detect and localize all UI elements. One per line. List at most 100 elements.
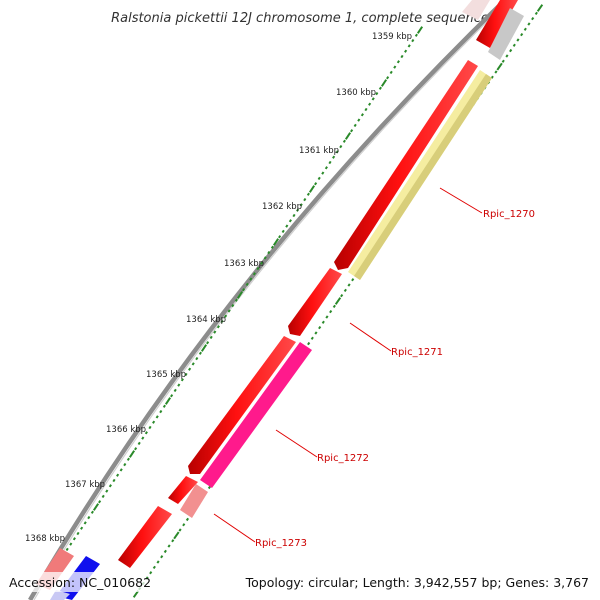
scale-tick-minor: [245, 282, 249, 287]
scale-tick-minor: [137, 441, 141, 446]
scale-tick-minor: [167, 544, 171, 548]
gene-label-rpic-1273[interactable]: Rpic_1273: [255, 538, 307, 549]
scale-tick-minor: [351, 278, 355, 282]
scale-tick-minor: [182, 523, 186, 527]
scale-tick-major: [536, 4, 544, 12]
scale-tick-minor: [207, 485, 212, 490]
scale-tick-minor: [329, 310, 333, 314]
scale-tick-minor: [375, 91, 379, 96]
scale-tick-minor: [281, 229, 285, 234]
scale-tick-minor: [396, 60, 400, 64]
scale-tick-minor: [105, 489, 109, 493]
scale-tick-minor: [162, 404, 166, 408]
tick-label: 1361 kbp: [299, 146, 339, 156]
scale-tick-minor: [145, 576, 149, 580]
footer-accession-bg: [4, 572, 146, 592]
scale-tick-minor: [178, 528, 182, 532]
tick-label: 1362 kbp: [262, 202, 302, 212]
cds-feature-top-faint[interactable]: [462, 0, 490, 20]
scale-tick-minor: [400, 54, 404, 59]
scale-tick-minor: [342, 139, 346, 143]
scale-tick-minor: [195, 356, 199, 361]
gene-rpic-1272[interactable]: [200, 342, 312, 488]
cds-feature[interactable]: [118, 506, 172, 568]
scale-tick-minor: [494, 70, 498, 74]
scale-tick-minor: [123, 462, 127, 467]
scale-tick-minor: [292, 213, 296, 218]
accession-text: Accession: NC_010682: [9, 575, 151, 590]
scale-tick-minor: [353, 123, 357, 128]
scale-tick-minor: [263, 256, 267, 260]
backbone-circle-highlight: [33, 0, 510, 600]
scale-tick-minor: [314, 331, 318, 335]
scale-tick-major: [200, 344, 208, 352]
gene-label-rpic-1271[interactable]: Rpic_1271: [391, 347, 443, 358]
scale-tick-minor: [350, 129, 354, 133]
leader-line-rpic-1272: [275, 429, 318, 458]
scale-tick-minor: [180, 378, 184, 382]
scale-tick-minor: [321, 320, 325, 324]
map-summary-text: Topology: circular; Length: 3,942,557 bp…: [245, 575, 589, 590]
scale-tick-minor: [185, 517, 190, 522]
scale-tick-minor: [213, 330, 217, 334]
scale-tick-minor: [216, 325, 220, 329]
scale-tick-minor: [156, 560, 160, 564]
scale-tick-minor: [76, 531, 80, 536]
scale-tick-minor: [144, 431, 148, 435]
scale-tick-minor: [310, 336, 314, 340]
scale-tick-minor: [252, 272, 256, 276]
scale-tick-minor: [371, 97, 375, 101]
cds-feature-top[interactable]: [476, 0, 518, 48]
scale-tick-major: [128, 450, 136, 458]
scale-tick-minor: [347, 283, 351, 287]
cds-feature[interactable]: [288, 268, 342, 336]
scale-tick-major: [344, 132, 352, 140]
scale-tick-minor: [171, 539, 175, 543]
scale-tick-minor: [414, 33, 418, 37]
scale-tick-minor: [270, 245, 274, 249]
cds-feature-top-gray[interactable]: [488, 8, 524, 60]
scale-tick-minor: [101, 494, 105, 499]
scale-tick-minor: [267, 250, 271, 255]
scale-tick-minor: [386, 76, 390, 80]
tick-label: 1368 kbp: [25, 534, 65, 544]
scale-tick-minor: [159, 409, 163, 414]
scale-tick-minor: [98, 500, 102, 504]
scale-tick-minor: [343, 288, 347, 292]
scale-tick-minor: [152, 565, 156, 569]
tick-label: 1365 kbp: [146, 370, 186, 380]
cds-feature[interactable]: [188, 336, 296, 474]
scale-tick-minor: [360, 113, 364, 117]
scale-tick-minor: [256, 266, 260, 271]
gene-label-rpic-1272[interactable]: Rpic_1272: [317, 453, 369, 464]
gene-label-rpic-1270[interactable]: Rpic_1270: [483, 209, 535, 220]
tick-label: 1366 kbp: [106, 425, 146, 435]
tick-label: 1359 kbp: [372, 32, 412, 42]
scale-tick-minor: [126, 457, 130, 461]
scale-tick-minor: [389, 70, 393, 75]
scale-tick-minor: [357, 118, 361, 122]
scale-tick-minor: [116, 473, 120, 477]
scale-tick-minor: [83, 521, 87, 525]
scale-tick-minor: [332, 155, 336, 159]
scale-tick-minor: [307, 341, 311, 346]
scale-tick-major: [272, 238, 280, 246]
scale-tick-minor: [306, 192, 310, 196]
tick-label: 1363 kbp: [224, 259, 264, 269]
scale-tick-minor: [184, 372, 188, 377]
scale-tick-minor: [206, 341, 210, 345]
scale-tick-minor: [407, 44, 411, 48]
cds-feature[interactable]: [168, 476, 198, 504]
tick-label: 1367 kbp: [65, 480, 105, 490]
leader-line-rpic-1273: [213, 513, 256, 543]
cds-feature-bottom-lilac[interactable]: [50, 590, 70, 600]
scale-tick-minor: [87, 515, 91, 520]
cds-feature[interactable]: [334, 60, 478, 270]
scale-tick-minor: [209, 335, 213, 340]
scale-tick-minor: [188, 367, 192, 371]
scale-tick-minor: [527, 22, 531, 26]
scale-tick-minor: [163, 549, 167, 554]
scale-tick-minor: [65, 547, 69, 552]
gene-rpic-1273[interactable]: [180, 484, 208, 518]
scale-tick-major: [380, 79, 388, 87]
